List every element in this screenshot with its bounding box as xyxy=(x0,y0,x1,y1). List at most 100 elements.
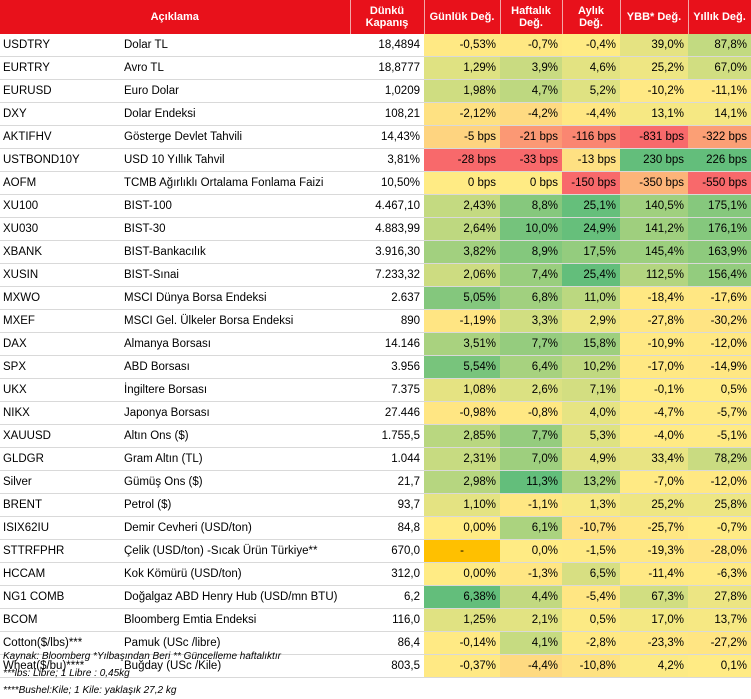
row-ytd-change: -350 bps xyxy=(620,171,688,195)
row-yearly-change: -12,0% xyxy=(688,332,751,356)
row-code: UKX xyxy=(0,378,122,402)
row-weekly-change: 7,0% xyxy=(500,447,562,471)
table-row: Silver Gümüş Ons ($) 21,7 2,98% 11,3% 13,2% -7… xyxy=(0,470,751,494)
row-yearly-change: 0,5% xyxy=(688,378,751,402)
row-yearly-change: 78,2% xyxy=(688,447,751,471)
header-weekly: Haftalık Değ. xyxy=(500,0,563,34)
row-code: AOFM xyxy=(0,171,122,195)
row-description: Japonya Borsası xyxy=(122,401,350,425)
row-yearly-change: -5,7% xyxy=(688,401,751,425)
row-monthly-change: -10,7% xyxy=(562,516,620,540)
row-code: Wheat($/bu)**** xyxy=(0,654,122,678)
row-description: BIST-Bankacılık xyxy=(122,240,350,264)
row-weekly-change: 11,3% xyxy=(500,470,562,494)
row-close: 18,8777 xyxy=(350,56,424,80)
table-row: ISIX62IU Demir Cevheri (USD/ton) 84,8 0,00%… xyxy=(0,516,751,540)
row-code: NIKX xyxy=(0,401,122,425)
row-ytd-change: -23,3% xyxy=(620,631,688,655)
row-yearly-change: -11,1% xyxy=(688,79,751,103)
header-daily: Günlük Değ. xyxy=(424,0,501,34)
row-ytd-change: -18,4% xyxy=(620,286,688,310)
table-row: STTRFPHR Çelik (USD/ton) -Sıcak Ürün Türk… xyxy=(0,539,751,563)
row-weekly-change: 2,6% xyxy=(500,378,562,402)
row-code: GLDGR xyxy=(0,447,122,471)
row-daily-change: - xyxy=(424,539,500,563)
row-yearly-change: -6,3% xyxy=(688,562,751,586)
row-daily-change: 2,43% xyxy=(424,194,500,218)
row-close: 803,5 xyxy=(350,654,424,678)
table-row: EURTRY Avro TL 18,8777 1,29% 3,9% 4,6% 25,2% 67… xyxy=(0,56,751,80)
row-code: EURUSD xyxy=(0,79,122,103)
row-daily-change: -28 bps xyxy=(424,148,500,172)
row-code: MXEF xyxy=(0,309,122,333)
row-description: MSCI Gel. Ülkeler Borsa Endeksi xyxy=(122,309,350,333)
row-daily-change: 1,10% xyxy=(424,493,500,517)
table-row: UKX İngiltere Borsası 7.375 1,08% 2,6% 7,1% -0… xyxy=(0,378,751,402)
row-ytd-change: 33,4% xyxy=(620,447,688,471)
table-row: USDTRY Dolar TL 18,4894 -0,53% -0,7% -0,4% 39,… xyxy=(0,34,751,57)
table-row: NIKX Japonya Borsası 27.446 -0,98% -0,8% 4,0%… xyxy=(0,401,751,425)
row-monthly-change: 25,1% xyxy=(562,194,620,218)
row-monthly-change: 0,5% xyxy=(562,608,620,632)
row-close: 1,0209 xyxy=(350,79,424,103)
row-yearly-change: -30,2% xyxy=(688,309,751,333)
row-daily-change: -0,14% xyxy=(424,631,500,655)
row-code: XU100 xyxy=(0,194,122,218)
row-yearly-change: -0,7% xyxy=(688,516,751,540)
row-description: BIST-30 xyxy=(122,217,350,241)
row-weekly-change: -4,4% xyxy=(500,654,562,678)
row-ytd-change: -17,0% xyxy=(620,355,688,379)
row-weekly-change: 6,8% xyxy=(500,286,562,310)
row-daily-change: 6,38% xyxy=(424,585,500,609)
table-row: AOFM TCMB Ağırlıklı Ortalama Fonlama Faiz… xyxy=(0,171,751,195)
row-daily-change: 2,85% xyxy=(424,424,500,448)
table-row: EURUSD Euro Dolar 1,0209 1,98% 4,7% 5,2% -10,2… xyxy=(0,79,751,103)
row-weekly-change: 0 bps xyxy=(500,171,562,195)
row-yearly-change: -5,1% xyxy=(688,424,751,448)
row-close: 86,4 xyxy=(350,631,424,655)
row-description: TCMB Ağırlıklı Ortalama Fonlama Faizi xyxy=(122,171,350,195)
row-description: Çelik (USD/ton) -Sıcak Ürün Türkiye** xyxy=(122,539,350,563)
row-ytd-change: -25,7% xyxy=(620,516,688,540)
table-row: XBANK BIST-Bankacılık 3.916,30 3,82% 8,9% 17,… xyxy=(0,240,751,264)
row-yearly-change: 87,8% xyxy=(688,34,751,57)
row-daily-change: 0 bps xyxy=(424,171,500,195)
row-daily-change: 2,31% xyxy=(424,447,500,471)
row-close: 3,81% xyxy=(350,148,424,172)
row-daily-change: -5 bps xyxy=(424,125,500,149)
row-code: ISIX62IU xyxy=(0,516,122,540)
row-monthly-change: 5,2% xyxy=(562,79,620,103)
row-monthly-change: -116 bps xyxy=(562,125,620,149)
row-weekly-change: 3,3% xyxy=(500,309,562,333)
row-description: Dolar Endeksi xyxy=(122,102,350,126)
row-ytd-change: 13,1% xyxy=(620,102,688,126)
row-weekly-change: 7,4% xyxy=(500,263,562,287)
row-weekly-change: -0,7% xyxy=(500,34,562,57)
row-monthly-change: -0,4% xyxy=(562,34,620,57)
row-ytd-change: 39,0% xyxy=(620,34,688,57)
row-close: 1.044 xyxy=(350,447,424,471)
footnotes: Kaynak: Bloomberg *Yılbaşından Beri ** G… xyxy=(3,648,281,699)
table-row: BRENT Petrol ($) 93,7 1,10% -1,1% 1,3% 25,2% 25… xyxy=(0,493,751,517)
row-monthly-change: 11,0% xyxy=(562,286,620,310)
row-monthly-change: 4,9% xyxy=(562,447,620,471)
row-weekly-change: -4,2% xyxy=(500,102,562,126)
row-code: NG1 COMB xyxy=(0,585,122,609)
row-yearly-change: -28,0% xyxy=(688,539,751,563)
row-description: USD 10 Yıllık Tahvil xyxy=(122,148,350,172)
row-description: Pamuk (USc /libre) xyxy=(122,631,350,655)
row-monthly-change: 6,5% xyxy=(562,562,620,586)
row-description: Petrol ($) xyxy=(122,493,350,517)
row-monthly-change: 7,1% xyxy=(562,378,620,402)
row-code: USTBOND10Y xyxy=(0,148,122,172)
row-description: BIST-100 xyxy=(122,194,350,218)
row-close: 14.146 xyxy=(350,332,424,356)
table-row: MXEF MSCI Gel. Ülkeler Borsa Endeksi 890 -1… xyxy=(0,309,751,333)
row-daily-change: 1,08% xyxy=(424,378,500,402)
row-ytd-change: -4,7% xyxy=(620,401,688,425)
row-close: 312,0 xyxy=(350,562,424,586)
row-description: Almanya Borsası xyxy=(122,332,350,356)
row-weekly-change: 4,4% xyxy=(500,585,562,609)
row-weekly-change: 8,8% xyxy=(500,194,562,218)
header-description: Açıklama xyxy=(0,0,351,34)
